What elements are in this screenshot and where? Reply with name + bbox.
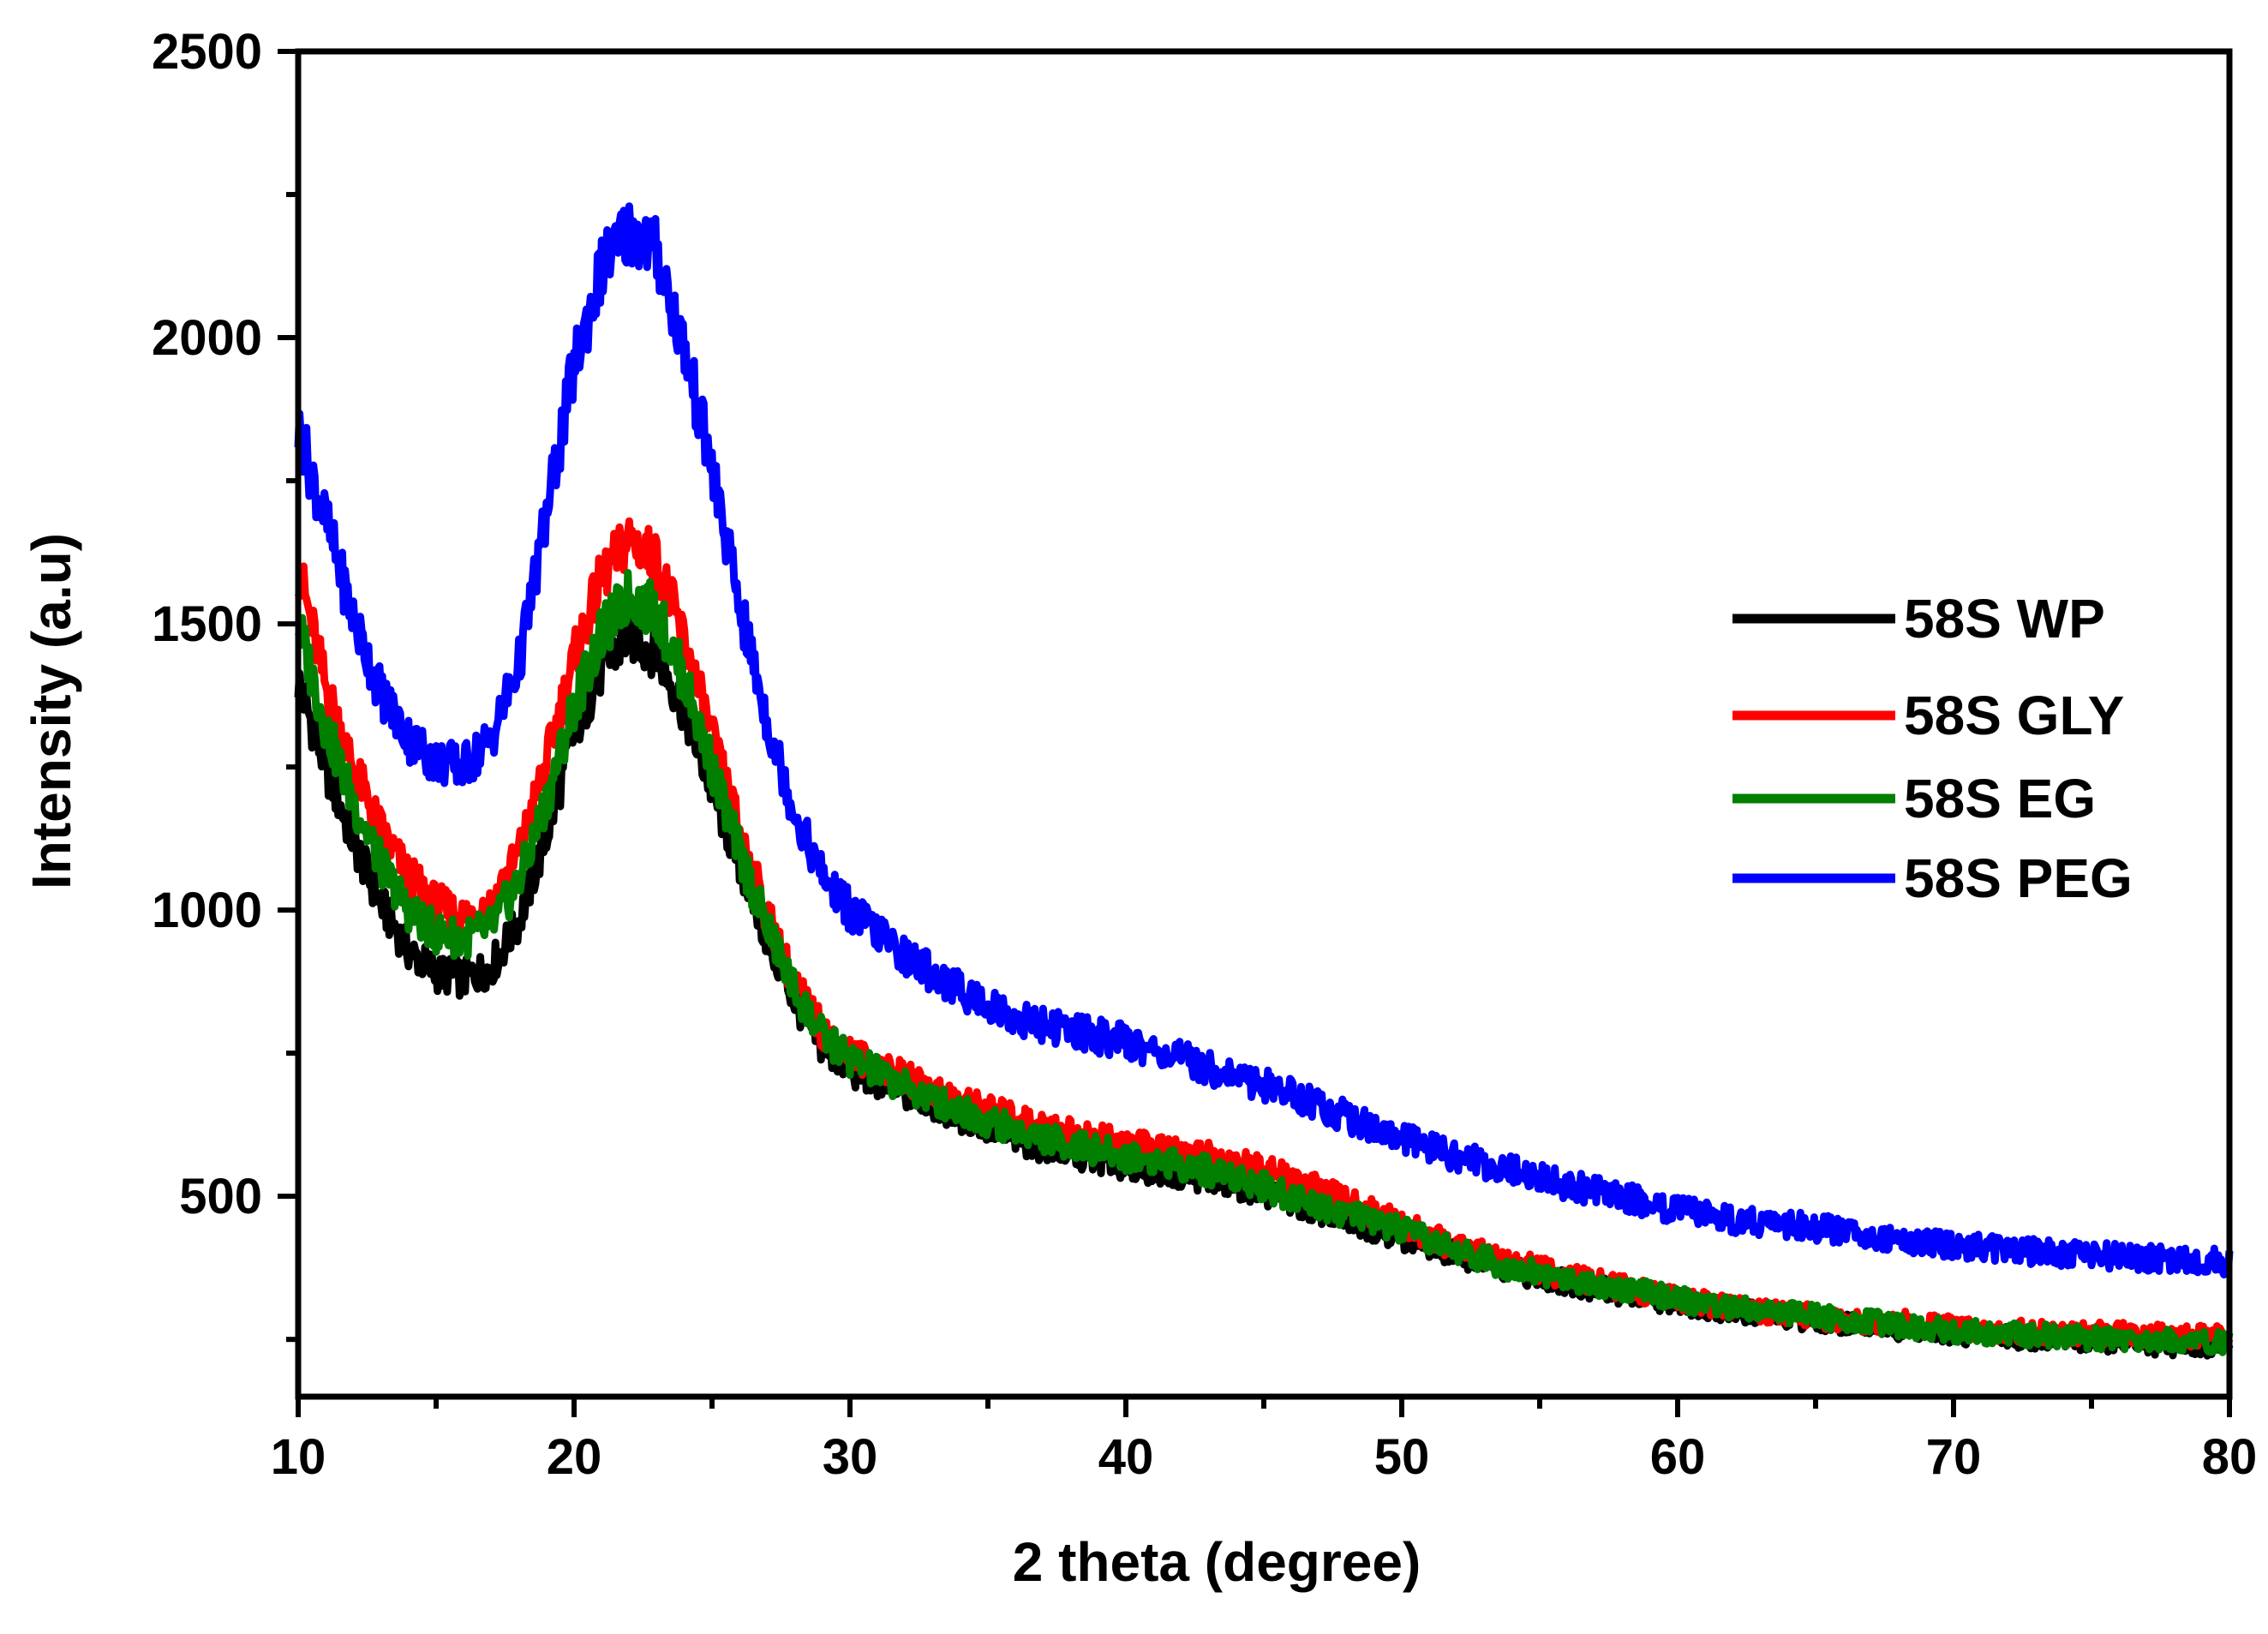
x-tick-label: 40: [1098, 1429, 1154, 1485]
y-tick-label: 2000: [152, 310, 262, 366]
y-axis-title: Intensity (a.u): [21, 533, 82, 889]
series-line-58s-eg: [294, 569, 2234, 1356]
legend-label: 58S EG: [1904, 768, 2096, 829]
y-tick-label: 500: [179, 1169, 262, 1224]
x-tick-label: 70: [1926, 1429, 1982, 1485]
x-tick-label: 10: [271, 1429, 326, 1485]
x-axis-title: 2 theta (degree): [1013, 1531, 1421, 1593]
x-tick-label: 80: [2202, 1429, 2258, 1485]
series-line-58s-peg: [294, 202, 2234, 1279]
x-tick-label: 20: [547, 1429, 602, 1485]
legend-label: 58S WP: [1904, 588, 2105, 649]
y-tick-label: 1500: [152, 596, 262, 652]
x-tick-label: 60: [1650, 1429, 1706, 1485]
y-tick-label: 1000: [152, 883, 262, 938]
axes-layer: 10 20 30 40 50 60 70 80 500 1000 1500 2000 2500: [152, 24, 2257, 1485]
y-tick-label: 2500: [152, 24, 262, 80]
legend-layer: 58S WP 58S GLY 58S EG 58S PEG: [1732, 588, 2133, 909]
x-tick-label: 50: [1374, 1429, 1430, 1485]
x-tick-label: 30: [823, 1429, 878, 1485]
legend-label: 58S PEG: [1904, 847, 2133, 909]
series-layer: [294, 202, 2234, 1360]
legend-label: 58S GLY: [1904, 685, 2124, 746]
